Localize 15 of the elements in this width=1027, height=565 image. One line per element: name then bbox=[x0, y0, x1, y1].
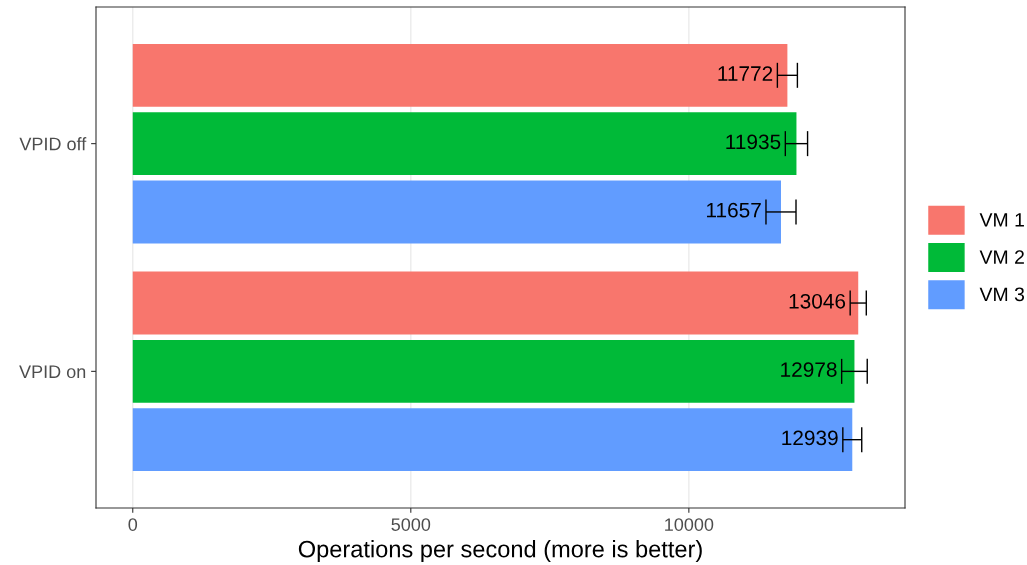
y-tick-label: VPID off bbox=[19, 137, 87, 151]
legend-label: VM 3 bbox=[979, 287, 1025, 302]
data-label: 11935 bbox=[726, 134, 781, 150]
legend-label: VM 1 bbox=[979, 213, 1024, 227]
data-label: 11772 bbox=[718, 66, 773, 81]
x-tick-label: 0 bbox=[128, 518, 138, 531]
x-tick-label: 10000 bbox=[665, 518, 714, 531]
data-label: 12939 bbox=[782, 430, 838, 446]
data-label: 12978 bbox=[781, 362, 837, 377]
data-label: 11657 bbox=[707, 202, 761, 218]
x-tick-label: 5000 bbox=[391, 518, 431, 531]
legend-label: VM 2 bbox=[979, 250, 1024, 264]
y-tick-label: VPID on bbox=[19, 365, 86, 379]
data-label: 13046 bbox=[789, 293, 846, 309]
x-axis-title: Operations per second (more is better) bbox=[298, 540, 702, 563]
